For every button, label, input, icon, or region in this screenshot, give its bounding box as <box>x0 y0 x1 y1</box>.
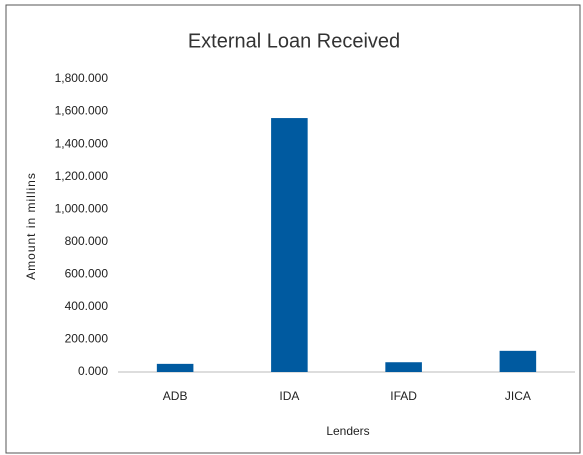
bar <box>499 350 537 372</box>
bar <box>385 362 422 372</box>
y-tick-label: 1,600.000 <box>55 104 109 118</box>
x-tick-label: IDA <box>279 389 299 403</box>
x-tick-label: IFAD <box>390 389 417 403</box>
y-tick-label: 1,000.000 <box>55 201 109 215</box>
bar <box>271 118 308 372</box>
y-tick-label: 0.000 <box>78 364 108 378</box>
y-tick-label: 1,800.000 <box>55 71 109 85</box>
x-tick-label: ADB <box>163 389 188 403</box>
y-tick-label: 1,200.000 <box>55 169 109 183</box>
y-tick-label: 600.000 <box>65 267 109 281</box>
x-tick-label: JICA <box>505 389 531 403</box>
y-tick-label: 800.000 <box>65 234 109 248</box>
y-tick-label: 400.000 <box>65 299 109 313</box>
y-tick-label: 200.000 <box>65 332 109 346</box>
x-axis-label: Lenders <box>326 424 369 438</box>
bar <box>156 363 194 372</box>
y-tick-label: 1,400.000 <box>55 136 109 150</box>
chart-title: External Loan Received <box>188 30 400 52</box>
y-axis-label: Amount in millins <box>24 172 38 280</box>
